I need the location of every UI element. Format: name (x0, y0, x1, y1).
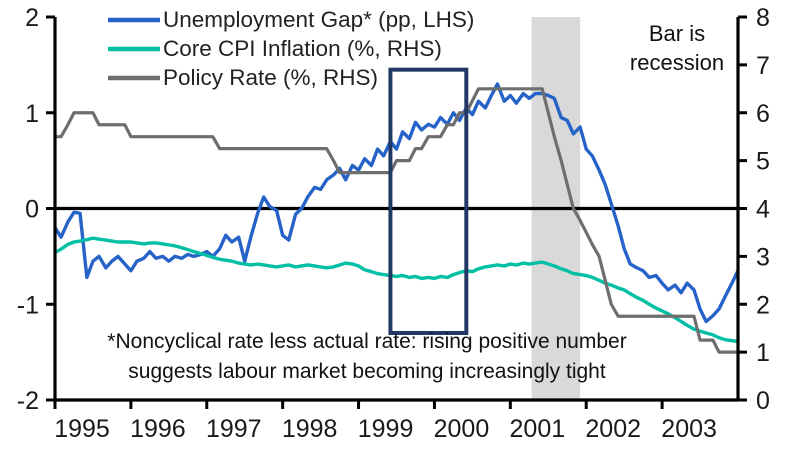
chart-legend: Unemployment Gap* (pp, LHS) Core CPI Infl… (108, 7, 474, 90)
right-tick-label: 4 (756, 196, 770, 224)
x-tick-label: 2000 (434, 415, 490, 443)
right-tick-label: 2 (756, 291, 770, 319)
right-tick-label: 1 (756, 339, 770, 367)
right-tick-label: 8 (756, 4, 770, 32)
left-tick-label: 0 (25, 196, 39, 224)
footnote-line2: suggests labour market becoming increasi… (128, 360, 606, 383)
right-tick-label: 0 (756, 387, 770, 415)
recession-callout-line2: recession (630, 50, 724, 75)
x-tick-label: 2002 (585, 415, 641, 443)
x-tick-label: 1997 (206, 415, 262, 443)
axes (46, 15, 747, 409)
x-tick-label: 2003 (661, 415, 717, 443)
right-tick-label: 6 (756, 100, 770, 128)
recession-callout-line1: Bar is (649, 21, 705, 46)
recession-callout: Bar is recession (630, 21, 724, 75)
x-tick-label: 2001 (510, 415, 566, 443)
series-lines (53, 82, 740, 354)
series-line-0 (53, 82, 740, 324)
left-tick-label: 2 (25, 4, 39, 32)
left-tick-label: 1 (25, 100, 39, 128)
right-tick-label: 7 (756, 52, 770, 80)
legend-label-2: Policy Rate (%, RHS) (163, 65, 378, 90)
left-axis-tick-labels: -2 -1 0 1 2 (17, 4, 39, 415)
right-tick-label: 3 (756, 243, 770, 271)
left-tick-label: -1 (17, 291, 39, 319)
legend-label-1: Core CPI Inflation (%, RHS) (163, 36, 442, 61)
series-line-2 (55, 87, 738, 354)
footnote-line1: *Noncyclical rate less actual rate: risi… (107, 330, 626, 353)
right-tick-label: 5 (756, 148, 770, 176)
x-axis-tick-labels: 1995 1996 1997 1998 1999 2000 2001 2002 2003 (54, 415, 717, 443)
x-tick-label: 1999 (358, 415, 414, 443)
x-tick-label: 1998 (282, 415, 338, 443)
x-tick-label: 1996 (130, 415, 186, 443)
left-tick-label: -2 (17, 387, 39, 415)
legend-label-0: Unemployment Gap* (pp, LHS) (163, 7, 474, 32)
x-tick-label: 1995 (54, 415, 110, 443)
highlight-box (388, 67, 469, 335)
footnote: *Noncyclical rate less actual rate: risi… (107, 330, 626, 383)
right-axis-tick-labels: 0 1 2 3 4 5 6 7 8 (756, 4, 770, 415)
series-line-1 (54, 236, 739, 344)
highlight-rect (388, 67, 469, 335)
